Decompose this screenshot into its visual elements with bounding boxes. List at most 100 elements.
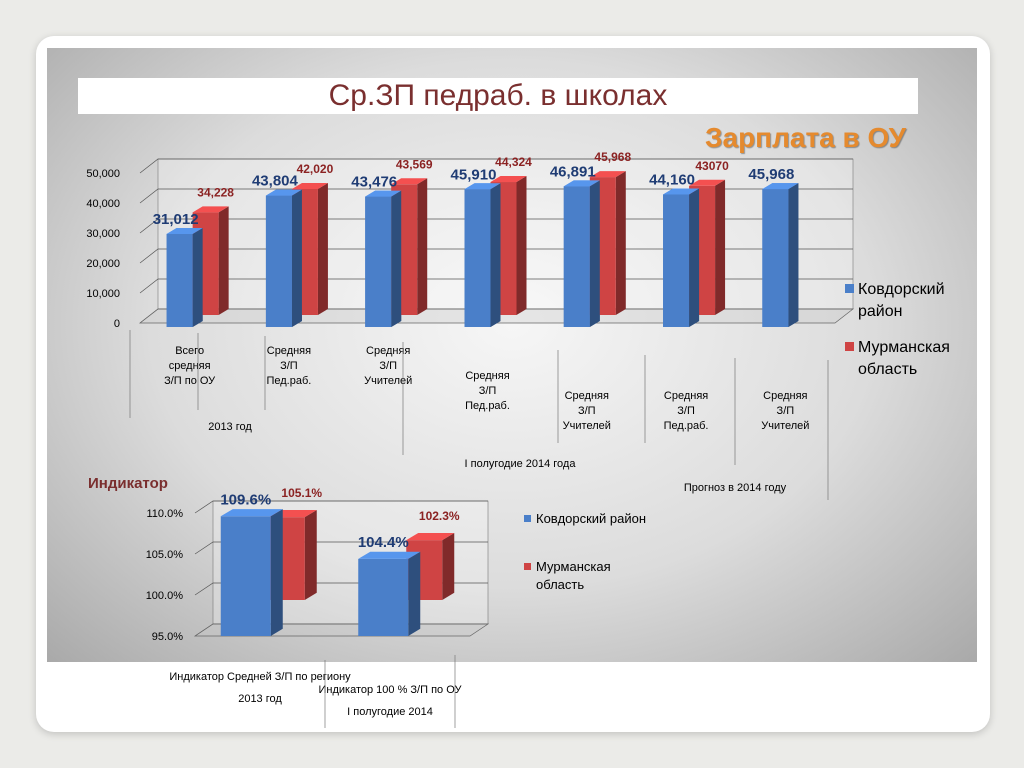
chart1-bar-s1-front: [464, 189, 491, 327]
chart2-bar-s1-front: [220, 516, 271, 636]
chart1-value-label-s2: 43,569: [396, 157, 433, 171]
chart1-y-tick-label: 30,000: [86, 228, 120, 240]
chart1-bar-s1-side: [689, 188, 700, 327]
chart1-category-label: Учителей: [563, 420, 611, 432]
chart2-bar-s2-side: [304, 509, 317, 600]
chart1-bar-s1-top: [166, 227, 203, 234]
chart1-y-tick-label: 50,000: [86, 168, 120, 180]
chart1-category-label: Пед.раб.: [266, 375, 311, 387]
chart1-value-label-s1: 45,910: [451, 166, 497, 183]
chart1-bar-s1: [663, 188, 700, 327]
chart1-category-label: Средняя: [565, 390, 609, 402]
chart2-y-tick-label: 95.0%: [152, 631, 183, 643]
chart1-group-label: Прогноз в 2014 году: [684, 482, 787, 494]
chart2-bar-s1-top: [220, 509, 283, 517]
chart1-bar-s1-front: [762, 189, 789, 327]
chart1-value-label-s2: 34,228: [197, 185, 234, 199]
chart2-legend-swatch-s1: [524, 515, 531, 522]
chart1-bar-s1-side: [490, 183, 501, 327]
chart1-value-label-s1: 44,160: [649, 172, 695, 189]
chart2-bar-s2-side: [442, 532, 455, 600]
chart2-gridline: [194, 500, 488, 514]
chart1-category-label: Средняя: [366, 345, 410, 357]
chart1-value-label-s2: 43070: [695, 159, 729, 173]
chart1-bar-s1-side: [192, 227, 203, 327]
chart2-bar-s1: [358, 551, 421, 636]
chart1-value-label-s2: 45,968: [594, 150, 631, 164]
chart1-legend-label-s1-line2: район: [858, 303, 902, 320]
chart1-bar-s2-side: [615, 171, 626, 315]
chart1-value-label-s1: 31,012: [153, 211, 199, 228]
chart2-y-tick-label: 105.0%: [146, 549, 184, 561]
chart1-bar-s1-top: [762, 183, 799, 190]
chart1-category-label: Средняя: [267, 345, 311, 357]
chart1-category-label: средняя: [169, 360, 211, 372]
chart1-bar-s1: [563, 180, 600, 327]
chart1-value-label-s1: 43,804: [252, 173, 299, 190]
chart2-value-label-s1: 104.4%: [358, 534, 409, 551]
chart1-value-label-s1: 43,476: [351, 174, 397, 191]
chart1-bar-s1-front: [563, 186, 590, 327]
chart1-legend-swatch-s2: [845, 342, 854, 351]
chart1-bar-s1: [166, 227, 203, 327]
chart1-bar-s1: [464, 183, 501, 327]
chart2-legend-label-s2-line2: область: [536, 577, 584, 592]
chart1-bar-s1-side: [589, 180, 600, 327]
chart1-bar-s2-top: [391, 178, 428, 185]
chart1-bar-s1-top: [464, 183, 501, 190]
chart2-bar-s1-front: [358, 558, 409, 636]
chart1-legend-label-s1: Ковдорский: [858, 281, 945, 298]
chart1-value-label-s1: 46,891: [550, 163, 596, 180]
chart1-y-tick-label: 40,000: [86, 198, 120, 210]
chart1-category-label: Учителей: [364, 375, 412, 387]
chart1-bar-s2-side: [516, 176, 527, 315]
chart1-bar-s2-top: [291, 182, 328, 189]
chart1-legend-label-s2-line2: область: [858, 361, 917, 378]
chart1-bar-s1: [762, 183, 799, 327]
chart1-category-label: Пед.раб.: [465, 400, 510, 412]
chart2-bar-s2-top: [406, 532, 455, 541]
chart2-y-tick-label: 110.0%: [147, 508, 184, 520]
chart1-category-label: З/П: [677, 405, 695, 417]
chart2-value-label-s2: 105.1%: [281, 486, 322, 500]
chart2-title: Индикатор: [88, 475, 168, 492]
chart1-bar-s1-top: [663, 188, 700, 195]
chart1-bar-s2-top: [589, 171, 626, 178]
chart1-category-label: З/П по ОУ: [164, 375, 216, 387]
slide-subtitle: Зарплата в ОУ: [704, 122, 906, 153]
chart2-bar-s1-side: [270, 509, 283, 636]
chart1-group-label: 2013 год: [208, 421, 252, 433]
chart2-category-label: Индикатор 100 % З/П по ОУ: [318, 684, 462, 696]
chart1-category-label: Всего: [175, 345, 204, 357]
chart2-gridline: [194, 541, 488, 555]
chart1-value-label-s2: 44,324: [495, 155, 532, 169]
chart1-bar-s2-side: [715, 179, 726, 315]
chart1-legend-swatch-s1: [845, 284, 854, 293]
chart1-category-label: Учителей: [761, 420, 809, 432]
chart2-legend-label-s1: Ковдорский район: [536, 511, 646, 526]
chart1-bar-s2-side: [417, 178, 428, 315]
chart1-bar-s2-side: [218, 206, 229, 315]
chart1-bar-s1-top: [265, 189, 302, 196]
chart1-category-label: Средняя: [763, 390, 807, 402]
chart2-bar-s1: [220, 509, 283, 636]
chart1-bar-s1-side: [291, 189, 302, 327]
chart1-category-label: З/П: [578, 405, 596, 417]
chart1-bar-s1-front: [365, 196, 392, 327]
chart1-legend-label-s2: Мурманская: [858, 339, 950, 356]
chart1-bar-s1-side: [788, 183, 799, 327]
chart2-value-label-s2: 102.3%: [419, 509, 460, 523]
chart1-bar-s1-top: [563, 180, 600, 187]
chart2-bar-s1-side: [408, 551, 421, 636]
chart1-bar-s1-front: [166, 233, 193, 327]
chart1-value-label-s1: 45,968: [748, 166, 794, 183]
chart1-category-label: Пед.раб.: [664, 420, 709, 432]
page-title: Ср.ЗП педраб. в школах: [328, 79, 668, 112]
salary-chart: 50,000 40,000 30,000 20,000 10,000 0 31,012 43,…: [86, 150, 950, 500]
chart2-category-label: 2013 год: [238, 693, 282, 705]
chart1-bar-s1-top: [365, 190, 402, 197]
chart1-category-label: З/П: [280, 360, 298, 372]
indicator-chart: Индикатор 110.0% 105.0% 100.0% 95.0% 109.6% 10…: [88, 475, 646, 728]
title-bar: Ср.ЗП педраб. в школах: [78, 78, 918, 114]
